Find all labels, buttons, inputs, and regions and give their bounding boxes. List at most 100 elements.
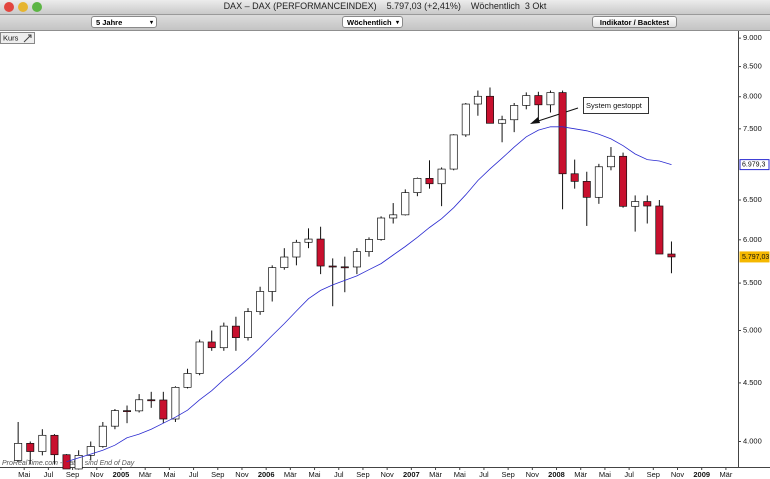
price-marker xyxy=(739,251,770,263)
candle-body xyxy=(582,181,591,198)
y-tick-label: 4.000 xyxy=(743,436,762,445)
x-tick-label: Mai xyxy=(599,470,611,479)
x-tick-label: Sep xyxy=(211,470,224,479)
y-tick-label: 5.500 xyxy=(743,278,762,287)
candle-body xyxy=(389,214,398,219)
price-marker-label: 5.797,03 xyxy=(742,254,769,261)
x-tick-label: Sep xyxy=(647,470,660,479)
toolbar: 5 Jahre ▾ Wöchentlich ▾ Indikator / Backte… xyxy=(0,15,770,31)
zoom-button[interactable] xyxy=(32,2,42,12)
candle-body xyxy=(171,386,180,420)
x-tick-label: Mär xyxy=(284,470,297,479)
candle-body xyxy=(522,95,531,106)
x-tick-label: Nov xyxy=(671,470,685,479)
x-tick-label: Mär xyxy=(429,470,442,479)
candle-body xyxy=(413,178,422,193)
close-button[interactable] xyxy=(4,2,14,12)
candle-body xyxy=(534,95,543,106)
y-tick-label: 7.500 xyxy=(743,124,762,133)
title-bar: DAX – DAX (PERFORMANCEINDEX) 5.797,03 (+… xyxy=(0,0,770,15)
candle-body xyxy=(14,443,23,461)
candle-body xyxy=(365,239,373,252)
period-dropdown[interactable]: 5 Jahre ▾ xyxy=(91,16,157,28)
interval-dropdown[interactable]: Wöchentlich ▾ xyxy=(342,16,403,28)
x-tick-label: Sep xyxy=(66,470,79,479)
candle-body xyxy=(256,291,265,313)
moving-average xyxy=(66,126,672,463)
indicator-button[interactable]: Indikator / Backtest xyxy=(592,16,677,28)
candle-body xyxy=(159,399,168,420)
candle-body xyxy=(449,134,458,170)
candle-body xyxy=(207,341,216,349)
candle-body xyxy=(401,192,410,216)
candle-body xyxy=(619,155,628,207)
candle-body xyxy=(26,443,35,452)
annotation-box xyxy=(583,97,649,114)
x-tick-label: 2006 xyxy=(258,470,275,479)
dropdown-arrow: ▾ xyxy=(149,20,153,26)
window-title: DAX – DAX (PERFORMANCEINDEX) 5.797,03 (+… xyxy=(223,1,547,11)
candle-body xyxy=(667,253,676,258)
candle-body xyxy=(183,373,192,388)
x-tick-label: Sep xyxy=(501,470,514,479)
candle-body xyxy=(558,92,567,175)
candle-body xyxy=(377,217,386,240)
x-tick-label: Jul xyxy=(44,470,54,479)
candle-body xyxy=(631,201,640,207)
candle-body xyxy=(231,325,240,338)
panel-label-box[interactable] xyxy=(0,32,35,44)
x-tick-label: Jul xyxy=(479,470,489,479)
y-tick-label: 8.500 xyxy=(743,62,762,71)
x-tick-label: Mär xyxy=(574,470,587,479)
x-tick-label: Jul xyxy=(334,470,344,479)
candle-body xyxy=(461,103,470,136)
x-tick-label: Mär xyxy=(139,470,152,479)
candle-body xyxy=(643,201,652,207)
candle-body xyxy=(195,341,204,374)
candle-body xyxy=(123,410,132,412)
candle-body xyxy=(594,166,603,198)
panel-label: Kurs xyxy=(3,33,19,42)
candle-body xyxy=(352,251,361,268)
candle-body xyxy=(304,238,313,243)
candle-body xyxy=(340,266,349,269)
candle-body xyxy=(498,119,507,124)
candle-body xyxy=(38,434,47,452)
panel-icon xyxy=(23,34,32,43)
candle-body xyxy=(316,238,325,267)
candle-body xyxy=(473,95,482,105)
x-tick-label: 2009 xyxy=(693,470,710,479)
candle-body xyxy=(546,92,555,106)
chart: Kurs ProRealTime.com - Daten sind End of… xyxy=(0,31,770,479)
candle-body xyxy=(328,265,337,268)
dropdown-arrow: ▾ xyxy=(395,20,399,26)
price-marker xyxy=(739,159,770,171)
annotation-arrowhead xyxy=(530,117,540,124)
y-tick-label: 4.500 xyxy=(743,378,762,387)
candle-body xyxy=(655,205,664,255)
candle-body xyxy=(280,256,289,268)
candle-body xyxy=(147,399,156,402)
x-tick-label: Mär xyxy=(719,470,732,479)
candle-body xyxy=(268,267,277,292)
x-tick-label: 2007 xyxy=(403,470,420,479)
y-tick-label: 8.000 xyxy=(743,92,762,101)
candle-body xyxy=(74,455,83,470)
x-tick-label: Nov xyxy=(235,470,249,479)
candle-body xyxy=(437,168,446,185)
candle-body xyxy=(110,410,119,427)
price-marker-label: 6.979,3 xyxy=(742,161,765,168)
x-tick-label: Nov xyxy=(526,470,540,479)
period-text: 5 Jahre xyxy=(96,18,123,27)
y-tick-label: 6.500 xyxy=(743,195,762,204)
x-tick-label: Sep xyxy=(356,470,369,479)
minimize-button[interactable] xyxy=(18,2,28,12)
x-tick-label: 2005 xyxy=(113,470,130,479)
candle-body xyxy=(510,105,519,121)
candle-body xyxy=(425,178,434,185)
candle-body xyxy=(244,311,252,338)
annotation: System gestoppt xyxy=(586,101,643,110)
candle-body xyxy=(606,155,615,168)
candle-body xyxy=(486,95,494,124)
